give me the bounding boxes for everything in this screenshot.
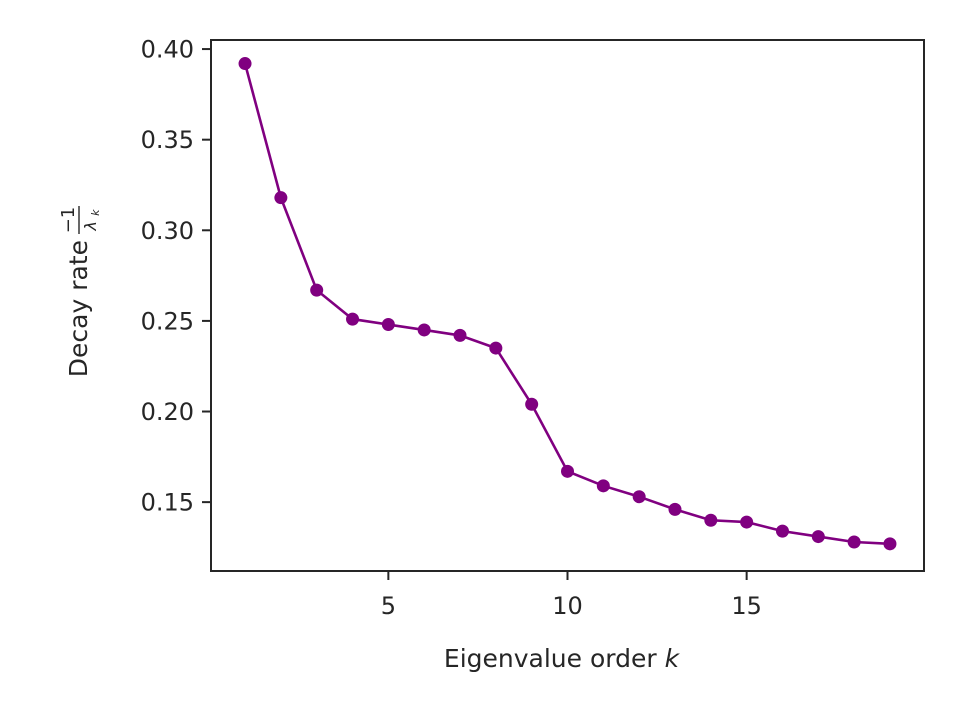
- data-point: [847, 535, 861, 549]
- y-tick-label: 0.40: [141, 36, 194, 64]
- y-axis-label-lambda: λ: [81, 221, 100, 231]
- y-axis-ticks: 0.15 0.20 0.25 0.30 0.35 0.40: [141, 36, 211, 517]
- y-axis-label: Decay rate −1 λ k: [58, 206, 102, 377]
- x-axis-label-text: Eigenvalue order: [444, 644, 657, 673]
- x-axis-label: Eigenvalue order k: [444, 644, 681, 673]
- plot-area: [238, 57, 897, 551]
- data-point: [632, 490, 646, 504]
- y-axis-label-subscript: k: [89, 209, 102, 216]
- y-axis-label-text: Decay rate: [64, 240, 93, 377]
- x-tick-label: 10: [552, 592, 583, 620]
- y-axis-label-numerator: −1: [58, 207, 79, 234]
- data-point: [453, 328, 467, 342]
- x-tick-label: 15: [731, 592, 762, 620]
- data-point: [417, 323, 431, 337]
- x-tick-label: 5: [381, 592, 396, 620]
- data-point: [561, 464, 574, 478]
- data-point: [489, 341, 503, 355]
- data-point: [310, 283, 324, 297]
- data-point: [740, 515, 754, 529]
- data-point: [883, 537, 897, 551]
- data-point: [238, 57, 252, 71]
- series-points: [238, 57, 897, 551]
- data-point: [596, 479, 610, 493]
- y-tick-label: 0.35: [141, 126, 194, 154]
- data-point: [775, 524, 789, 538]
- data-point: [525, 397, 539, 411]
- y-tick-label: 0.15: [141, 489, 194, 517]
- y-tick-label: 0.25: [141, 307, 194, 335]
- data-point: [704, 513, 718, 527]
- data-point: [668, 502, 682, 516]
- plot-frame: [210, 39, 925, 572]
- data-point: [381, 318, 395, 332]
- y-tick-label: 0.20: [141, 398, 194, 426]
- x-axis-ticks: 5 10 15: [381, 571, 762, 620]
- data-point: [274, 191, 288, 205]
- y-axis-label-denominator: λ k: [81, 209, 102, 232]
- x-axis-label-variable: k: [665, 644, 681, 673]
- y-tick-label: 0.30: [141, 217, 194, 245]
- data-point: [346, 312, 360, 326]
- data-point: [811, 530, 825, 544]
